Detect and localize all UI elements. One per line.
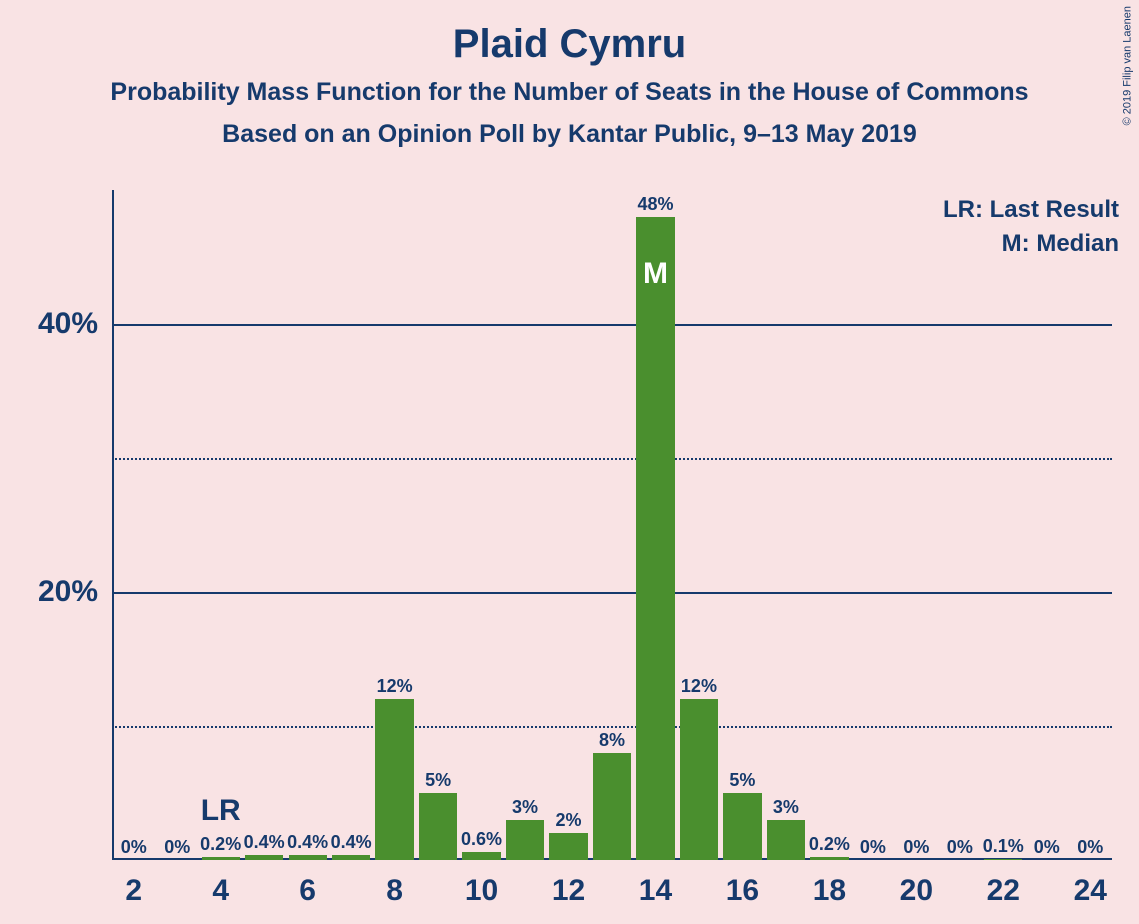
gridline-minor — [112, 458, 1112, 460]
bar-value-label: 2% — [556, 810, 582, 833]
bar-value-label: 0.4% — [287, 832, 328, 855]
y-tick-label: 40% — [38, 307, 112, 341]
bar-value-label: 0.6% — [461, 829, 502, 852]
x-tick-label: 2 — [125, 860, 142, 908]
bar: 3% — [767, 820, 805, 860]
bar: 0.6% — [462, 852, 500, 860]
bar-value-label: 5% — [729, 770, 755, 793]
x-tick-label: 22 — [987, 860, 1020, 908]
bar-value-label: 0.2% — [809, 834, 850, 857]
bar: 2% — [549, 833, 587, 860]
x-tick-label: 20 — [900, 860, 933, 908]
bar-value-label: 12% — [681, 676, 717, 699]
bar-value-label: 5% — [425, 770, 451, 793]
plot-area: 20%40%0%0%0.2%0.4%0.4%0.4%12%5%0.6%3%2%8… — [112, 190, 1112, 860]
x-tick-label: 24 — [1074, 860, 1107, 908]
bar-value-label: 0% — [903, 837, 929, 860]
bar-value-label: 0% — [860, 837, 886, 860]
bar-value-label: 0% — [164, 837, 190, 860]
bar-value-label: 0.1% — [983, 836, 1024, 859]
bar: 5% — [419, 793, 457, 860]
bar: 0.4% — [245, 855, 283, 860]
bar-value-label: 8% — [599, 730, 625, 753]
chart-title: Plaid Cymru — [0, 22, 1139, 67]
y-tick-label: 20% — [38, 575, 112, 609]
bar: 8% — [593, 753, 631, 860]
bar-value-label: 3% — [512, 797, 538, 820]
x-tick-label: 14 — [639, 860, 672, 908]
x-tick-label: 6 — [299, 860, 316, 908]
bar: 5% — [723, 793, 761, 860]
x-tick-label: 8 — [386, 860, 403, 908]
bar-value-label: 0% — [121, 837, 147, 860]
chart-subtitle-2: Based on an Opinion Poll by Kantar Publi… — [0, 120, 1139, 149]
y-axis — [112, 190, 114, 860]
gridline-minor — [112, 726, 1112, 728]
bar: 0.4% — [332, 855, 370, 860]
bar-value-label: 0% — [1077, 837, 1103, 860]
x-tick-label: 18 — [813, 860, 846, 908]
bar-value-label: 48% — [637, 194, 673, 217]
bar: 48%M — [636, 217, 674, 860]
bar-value-label: 12% — [377, 676, 413, 699]
bar: 12% — [680, 699, 718, 860]
x-tick-label: 16 — [726, 860, 759, 908]
bar-value-label: 0% — [947, 837, 973, 860]
bar: 3% — [506, 820, 544, 860]
bar-value-label: 0.4% — [331, 832, 372, 855]
bar-value-label: 3% — [773, 797, 799, 820]
x-tick-label: 12 — [552, 860, 585, 908]
bar-value-label: 0.2% — [200, 834, 241, 857]
x-tick-label: 4 — [212, 860, 229, 908]
gridline-major — [112, 324, 1112, 326]
bar-value-label: 0.4% — [244, 832, 285, 855]
gridline-major — [112, 592, 1112, 594]
bar: 12% — [375, 699, 413, 860]
median-marker: M — [643, 257, 668, 291]
x-tick-label: 10 — [465, 860, 498, 908]
bar-value-label: 0% — [1034, 837, 1060, 860]
last-result-marker: LR — [201, 794, 241, 828]
chart-subtitle-1: Probability Mass Function for the Number… — [0, 78, 1139, 107]
